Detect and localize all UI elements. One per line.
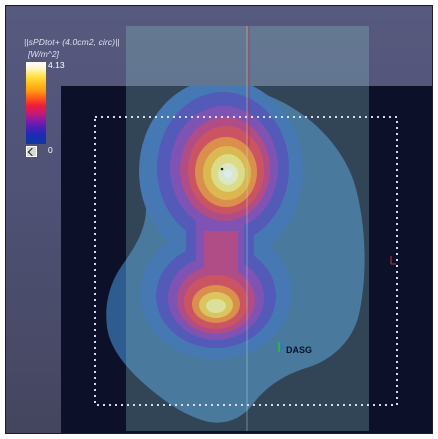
contour-peak bbox=[224, 169, 232, 179]
measurement-area bbox=[94, 116, 398, 406]
power-density-map bbox=[106, 86, 365, 423]
sensor-label: DASG bbox=[286, 345, 313, 355]
color-scale-min-label: 0 bbox=[48, 145, 53, 155]
field-unit-label: [W/m^2] bbox=[28, 49, 59, 59]
contour-yellow-2 bbox=[206, 299, 226, 313]
field-title-label: ||sPDtot+ (4.0cm2, circ)|| bbox=[24, 37, 120, 47]
toggle-icon[interactable] bbox=[26, 146, 37, 157]
viewport-3d[interactable]: ||sPDtot+ (4.0cm2, circ)|| [W/m^2] 4.13 … bbox=[5, 5, 433, 434]
sensor-probe-icon[interactable] bbox=[278, 342, 283, 352]
shield-slab bbox=[126, 26, 369, 431]
axis-marker-icon bbox=[390, 256, 396, 265]
scene-canvas[interactable] bbox=[6, 6, 433, 434]
color-scale-max-label: 4.13 bbox=[48, 60, 65, 70]
peak-marker[interactable] bbox=[220, 167, 224, 171]
color-scale-bar bbox=[26, 62, 46, 144]
